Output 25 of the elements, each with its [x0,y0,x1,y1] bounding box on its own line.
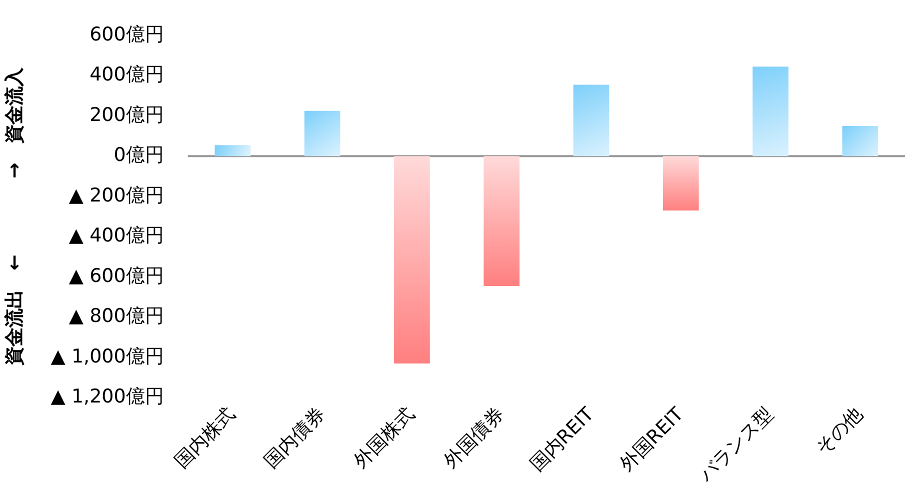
bar [214,145,251,156]
y-tick-label: 0億円 [114,144,164,166]
bar [573,84,610,156]
x-tick-label: 国内債券 [260,403,330,473]
bar [842,126,878,156]
y-tick-label: 600億円 [90,23,164,46]
x-tick-label: その他 [811,403,868,460]
y-tick-label: ▲ 1,200億円 [50,386,164,408]
bar [394,156,430,364]
bar [304,110,340,156]
bar [662,156,699,211]
bar [484,156,520,286]
y-axis-title: 資金流出 ← → 資金流入 [3,66,26,366]
y-tick-label: ▲ 1,000億円 [50,345,164,368]
y-tick-label: ▲ 800億円 [68,305,164,328]
y-tick-label: 200億円 [90,104,164,126]
x-tick-label: バランス型 [694,403,778,487]
x-tick-label: 外国債券 [439,403,509,473]
y-tick-label: ▲ 600億円 [68,264,164,287]
y-tick-label: ▲ 400億円 [68,224,164,247]
bar [752,66,788,156]
x-tick-label: 外国株式 [350,403,419,473]
x-tick-label: 国内株式 [170,403,240,473]
y-tick-label: 400億円 [90,64,164,86]
y-tick-label: ▲ 200億円 [68,184,164,206]
